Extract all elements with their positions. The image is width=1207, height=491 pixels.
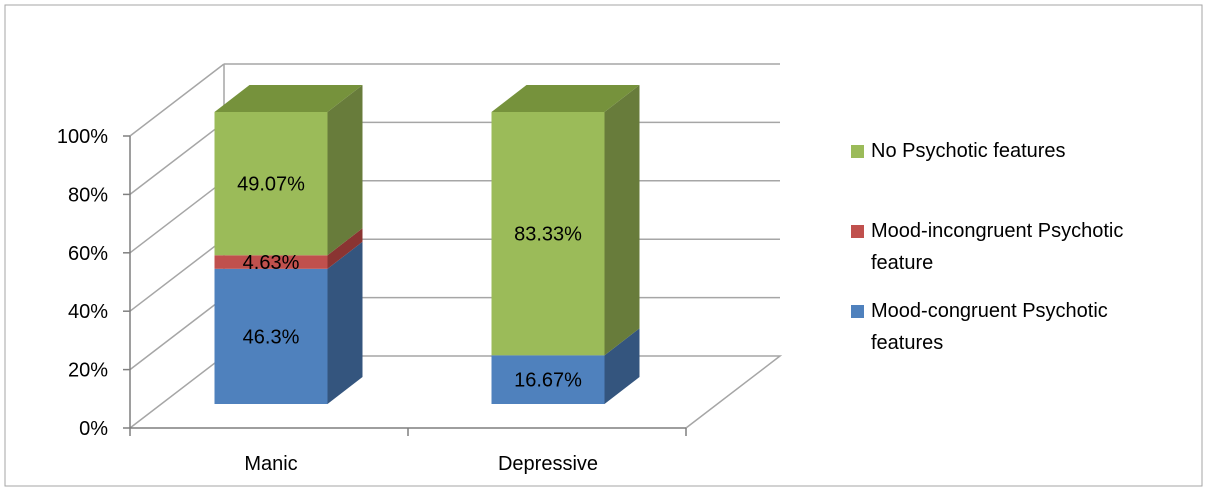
bar-top [214,85,363,112]
legend-swatch [851,305,864,318]
x-category-label: Depressive [498,453,598,475]
data-label: 49.07% [237,174,305,196]
bar-front [214,112,328,256]
data-label: 16.67% [514,370,582,392]
bar-front [491,355,605,404]
data-label: 4.63% [243,252,300,274]
gridline-wall [129,63,225,137]
data-label: 83.33% [514,224,582,246]
gridline-wall [129,180,225,254]
legend-label: No Psychotic features [871,140,1066,162]
legend: No Psychotic features Mood-incongruent Ps… [851,140,1123,354]
bar-segment [214,228,363,269]
bar-top [491,85,640,112]
y-tick-label: 100% [57,126,108,148]
legend-label: Mood-incongruent Psychotic [871,220,1123,242]
x-category-label: Manic [244,453,297,475]
bar-front [214,268,328,404]
legend-swatch [851,225,864,238]
y-tick-label: 80% [68,184,108,206]
bar-side [327,241,363,404]
bar-side [604,85,640,356]
legend-label: feature [871,252,933,274]
bar-side [327,228,363,269]
gridline-wall [129,238,225,312]
legend-label: Mood-congruent Psychotic [871,300,1108,322]
gridline-wall [129,121,225,195]
axes: 0% 20% 40% 60% 80% 100% Manic Depressive [57,126,687,475]
bar-front [214,255,328,269]
y-tick-label: 0% [79,418,108,440]
bar-segment [491,85,640,356]
legend-swatch [851,145,864,158]
bars [214,85,640,404]
gridline-wall [129,297,225,371]
y-tick-label: 20% [68,360,108,382]
legend-label: features [871,332,943,354]
bar-front [491,112,605,356]
bar-segment [491,328,640,404]
bar-side [327,85,363,256]
bar-segment [214,241,363,404]
legend-item: No Psychotic features [851,140,1066,162]
bar-side [604,328,640,404]
legend-item: Mood-incongruent Psychotic feature [851,220,1123,274]
bar-segment [214,85,363,256]
legend-item: Mood-congruent Psychotic features [851,300,1108,354]
y-tick-label: 40% [68,301,108,323]
data-label: 46.3% [243,326,300,348]
y-tick-label: 60% [68,243,108,265]
data-labels: 46.3% 4.63% 49.07% 16.67% 83.33% [237,174,582,392]
